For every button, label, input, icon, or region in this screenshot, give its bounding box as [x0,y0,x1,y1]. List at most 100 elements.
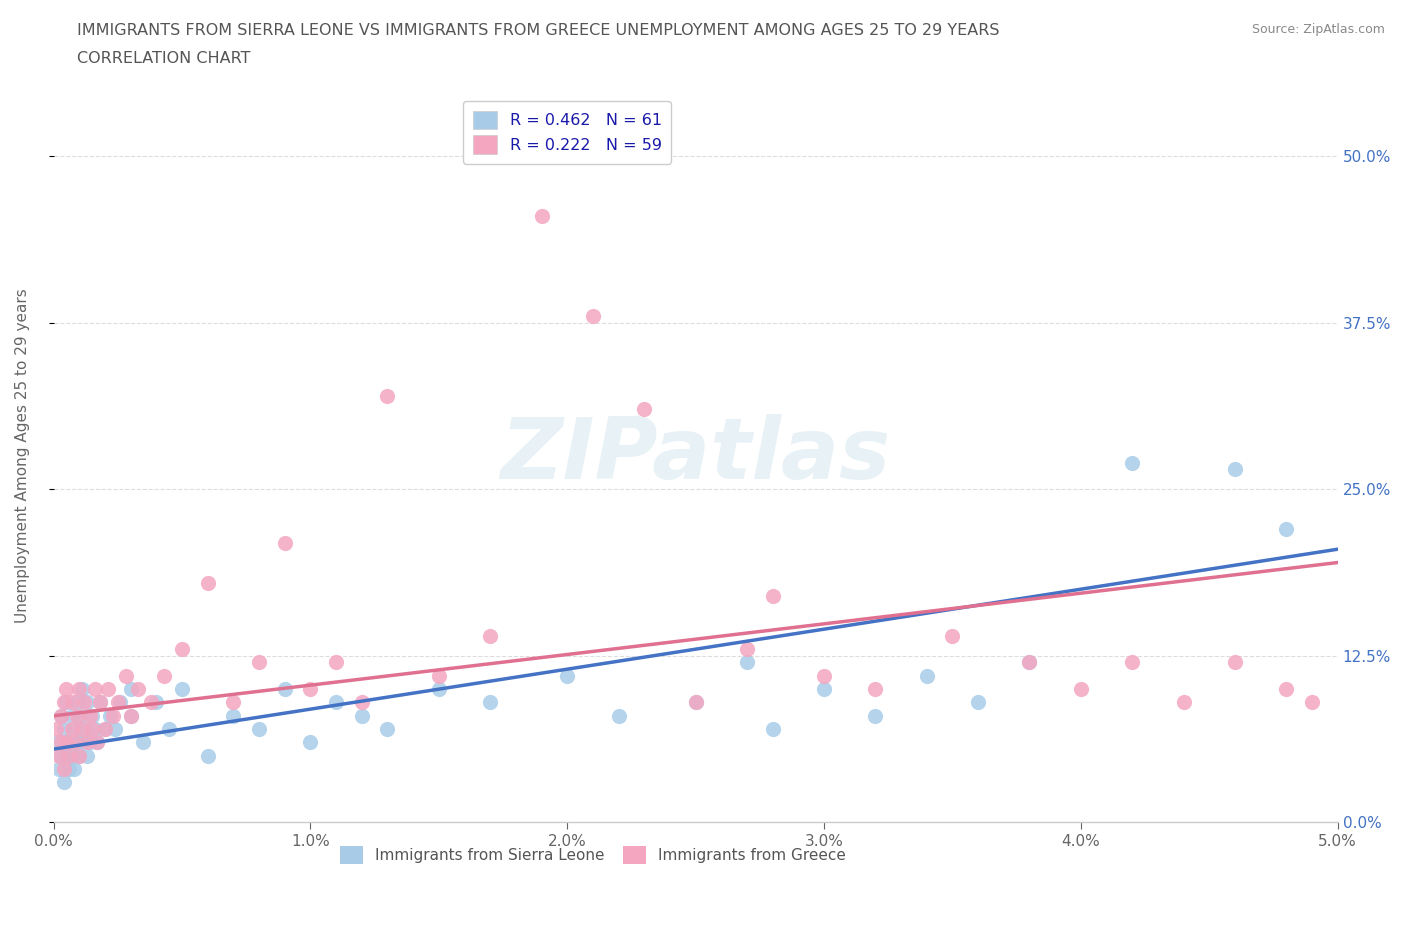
Point [427,682,450,697]
Point [67,682,90,697]
Point [299,682,322,697]
Point [55,695,77,710]
Point [170,682,193,697]
Point [55,749,77,764]
Point [325,655,347,670]
Point [427,669,450,684]
Point [82,722,104,737]
Point [247,722,270,737]
Point [70,682,93,697]
Point [865,709,887,724]
Point [685,695,707,710]
Point [1275,522,1298,537]
Point [762,589,785,604]
Point [52,722,75,737]
Point [813,669,835,684]
Point [66,735,89,750]
Point [120,709,142,724]
Point [299,735,322,750]
Point [120,682,142,697]
Point [247,655,270,670]
Point [377,722,399,737]
Point [157,722,180,737]
Point [1121,455,1143,470]
Point [1301,695,1323,710]
Point [96,682,118,697]
Point [94,722,117,737]
Point [104,722,127,737]
Point [1121,655,1143,670]
Point [107,695,129,710]
Point [83,682,105,697]
Point [48,762,70,777]
Point [60,695,83,710]
Point [762,722,785,737]
Point [52,762,75,777]
Point [86,735,108,750]
Point [89,695,111,710]
Text: CORRELATION CHART: CORRELATION CHART [77,51,250,66]
Point [1173,695,1195,710]
Text: ZIPatlas: ZIPatlas [501,415,891,498]
Point [941,629,963,644]
Point [58,735,80,750]
Point [51,709,73,724]
Point [197,575,219,590]
Point [52,695,75,710]
Point [66,695,89,710]
Point [170,642,193,657]
Point [1070,682,1092,697]
Legend: Immigrants from Sierra Leone, Immigrants from Greece: Immigrants from Sierra Leone, Immigrants… [333,840,852,870]
Point [73,695,96,710]
Point [67,749,90,764]
Point [967,695,990,710]
Point [66,709,89,724]
Point [70,735,93,750]
Point [735,655,758,670]
Point [120,709,142,724]
Point [82,709,104,724]
Point [555,669,578,684]
Point [1275,682,1298,697]
Point [76,695,98,710]
Point [141,695,163,710]
Point [813,682,835,697]
Point [45,735,67,750]
Point [127,682,149,697]
Point [350,695,373,710]
Point [98,709,121,724]
Point [377,389,399,404]
Point [51,749,73,764]
Point [73,722,96,737]
Point [110,695,132,710]
Point [222,709,245,724]
Y-axis label: Unemployment Among Ages 25 to 29 years: Unemployment Among Ages 25 to 29 years [15,288,30,623]
Point [607,709,630,724]
Point [479,695,502,710]
Point [63,735,86,750]
Point [45,722,67,737]
Point [1223,655,1246,670]
Point [67,709,90,724]
Point [735,642,758,657]
Point [101,709,124,724]
Point [633,402,655,417]
Point [51,735,73,750]
Point [63,762,86,777]
Point [76,749,98,764]
Point [83,722,105,737]
Point [48,749,70,764]
Point [89,695,111,710]
Point [60,709,83,724]
Point [114,669,136,684]
Point [1018,655,1040,670]
Point [60,722,83,737]
Point [530,208,553,223]
Point [582,309,605,324]
Point [197,749,219,764]
Point [76,735,98,750]
Point [145,695,167,710]
Point [63,722,86,737]
Text: Source: ZipAtlas.com: Source: ZipAtlas.com [1251,23,1385,36]
Point [222,695,245,710]
